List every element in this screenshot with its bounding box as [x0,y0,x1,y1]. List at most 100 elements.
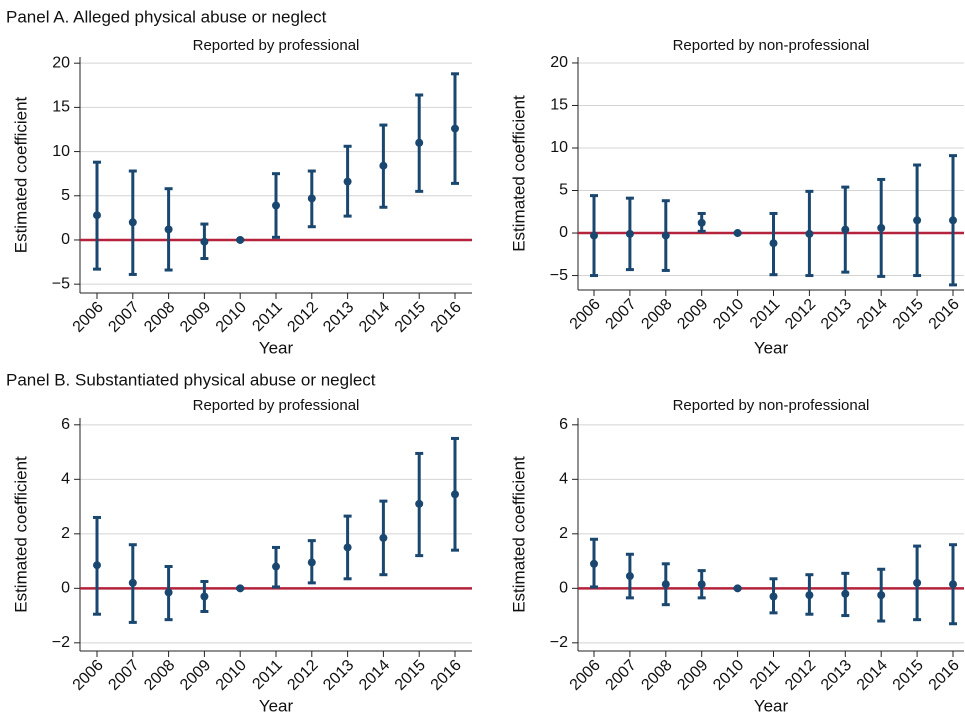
x-tick-label: 2008 [141,299,178,336]
point [128,218,137,227]
point [451,490,459,499]
point [769,239,778,248]
x-tick-label: 2009 [177,657,214,694]
y-tick-label: 0 [61,580,70,597]
point [841,589,850,598]
chart-title: Reported by non-professional [673,37,870,54]
x-tick-label: 2015 [392,299,429,336]
panel-title: Panel B. Substantiated physical abuse or… [6,370,376,389]
point [625,572,634,581]
x-tick-label: 2011 [249,299,285,335]
x-tick-label: 2007 [105,657,142,694]
point [841,225,850,234]
x-tick-label: 2012 [284,657,321,694]
x-tick-label: 2009 [177,299,214,336]
panel-title: Panel A. Alleged physical abuse or negle… [6,7,327,26]
x-tick-label: 2015 [392,657,429,694]
y-tick-label: −2 [550,634,568,651]
x-axis-label: Year [754,338,789,357]
x-tick-label: 2010 [213,657,250,694]
x-tick-label: 2011 [747,296,783,332]
x-tick-label: 2010 [710,657,747,694]
point [128,578,137,587]
x-axis-label: Year [259,338,294,357]
y-tick-label: 0 [61,231,70,248]
y-tick-label: −5 [550,267,568,284]
point [93,561,101,570]
x-tick-label: 2016 [428,299,465,336]
x-tick-label: 2012 [782,657,819,694]
chart-title: Reported by professional [193,397,360,414]
y-tick-label: 2 [559,525,568,542]
point [236,235,245,244]
x-tick-label: 2011 [249,657,285,693]
y-tick-label: 6 [559,416,568,433]
point [379,161,388,170]
y-tick-label: 10 [52,143,70,160]
y-axis-label: Estimated coefficient [11,96,30,253]
x-tick-label: 2007 [105,299,142,336]
point [451,124,459,133]
x-tick-label: 2007 [603,296,640,333]
y-tick-label: 0 [559,580,568,597]
point [625,229,634,238]
point [343,177,352,186]
point [379,533,388,542]
point [415,499,424,508]
point [307,558,316,567]
y-axis-label: Estimated coefficient [509,95,528,252]
point [661,580,670,589]
y-tick-label: 6 [61,416,70,433]
x-tick-label: 2011 [747,657,783,693]
y-tick-label: 5 [559,182,568,199]
x-tick-label: 2008 [141,657,178,694]
y-tick-label: 15 [52,99,70,116]
y-tick-label: 10 [550,139,568,156]
point [164,225,173,234]
y-tick-label: 2 [61,525,70,542]
x-tick-label: 2014 [356,657,393,694]
x-tick-label: 2007 [603,657,640,694]
x-tick-label: 2016 [926,657,963,694]
point [877,591,886,600]
point [236,584,245,593]
y-tick-label: 15 [550,97,568,114]
point [949,216,957,225]
chart-title: Reported by non-professional [673,397,870,414]
x-tick-label: 2006 [70,299,107,336]
x-tick-label: 2014 [356,299,393,336]
y-tick-label: 20 [52,54,70,71]
y-tick-label: 20 [550,54,568,71]
x-axis-label: Year [259,696,294,715]
point [913,216,922,225]
x-tick-label: 2013 [320,657,357,694]
y-tick-label: 4 [61,471,70,488]
x-tick-label: 2013 [818,657,855,694]
point [93,211,101,220]
x-tick-label: 2015 [890,657,927,694]
point [697,580,706,589]
point [164,588,173,597]
y-axis-label: Estimated coefficient [509,456,528,613]
x-tick-label: 2016 [926,296,963,333]
point [307,194,316,203]
point [733,584,742,593]
y-axis-label: Estimated coefficient [11,456,30,613]
point [805,591,814,600]
point [805,229,814,238]
point [697,218,706,227]
x-tick-label: 2014 [854,296,891,333]
y-tick-label: −2 [52,634,70,651]
x-tick-label: 2015 [890,296,927,333]
point [200,592,209,601]
x-tick-label: 2012 [782,296,819,333]
x-tick-label: 2008 [638,657,675,694]
point [661,231,670,240]
point [200,237,209,246]
x-tick-label: 2006 [567,657,604,694]
point [877,223,886,232]
point [949,580,957,589]
x-tick-label: 2016 [428,657,465,694]
